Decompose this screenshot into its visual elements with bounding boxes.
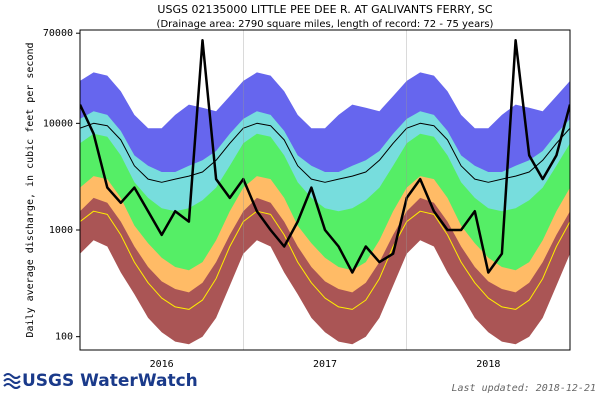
flow-line — [80, 210, 570, 310]
chart-title: USGS 02135000 LITTLE PEE DEE R. AT GALIV… — [157, 3, 492, 16]
logo-text: USGS WaterWatch — [22, 371, 198, 391]
percentile-band — [80, 240, 570, 350]
last-updated: Last updated: 2018-12-21 — [452, 383, 597, 394]
x-tick-label: 2017 — [313, 359, 337, 370]
y-tick-label: 1000 — [49, 225, 73, 236]
y-tick-label: 10000 — [43, 118, 73, 129]
x-tick-label: 2016 — [150, 359, 174, 370]
chart-subtitle: (Drainage area: 2790 square miles, lengt… — [157, 19, 494, 30]
x-tick-label: 2018 — [476, 359, 500, 370]
flow-line — [80, 122, 570, 183]
logo: USGS WaterWatch — [3, 371, 198, 391]
y-tick-label: 100 — [55, 332, 73, 343]
y-axis-label: Daily average discharge, in cubic feet p… — [25, 42, 36, 337]
plot-frame — [79, 29, 571, 351]
logo-icon — [3, 373, 21, 389]
y-tick-label: 70000 — [43, 28, 73, 39]
flow-line — [80, 39, 570, 274]
